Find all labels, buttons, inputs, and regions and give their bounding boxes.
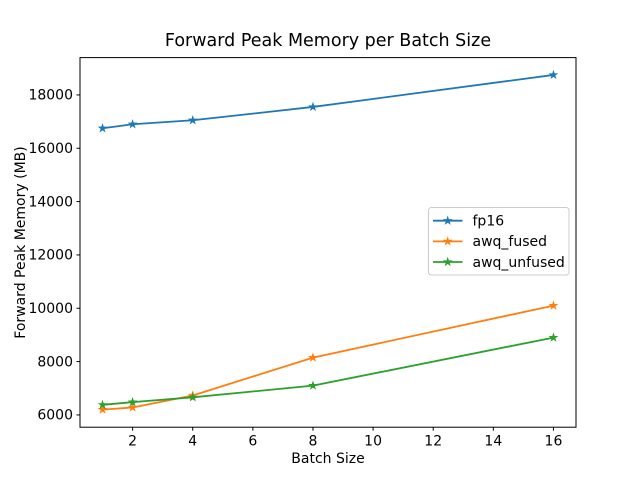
marker-fp16: [97, 123, 108, 133]
x-tick-label: 8: [309, 434, 318, 450]
legend-label-awq_unfused: awq_unfused: [473, 255, 565, 271]
legend-label-awq_fused: awq_fused: [473, 234, 548, 250]
marker-fp16: [127, 119, 138, 129]
y-tick-label: 14000: [28, 194, 73, 210]
legend-box: [428, 207, 570, 276]
legend-marker-awq_unfused: [442, 256, 453, 267]
x-axis-label: Batch Size: [291, 451, 364, 467]
marker-awq_unfused: [127, 396, 138, 407]
legend-marker-awq_fused: [442, 236, 453, 246]
marker-fp16: [308, 101, 318, 112]
y-tick-label: 12000: [28, 248, 73, 264]
marker-awq_unfused: [308, 380, 318, 390]
marker-awq_fused: [308, 352, 318, 362]
x-tick-label: 4: [188, 434, 197, 450]
x-tick-label: 14: [484, 434, 502, 450]
x-tick-label: 6: [248, 434, 257, 450]
y-axis-label: Forward Peak Memory (MB): [13, 146, 29, 338]
chart-title: Forward Peak Memory per Batch Size: [165, 31, 491, 51]
marker-awq_fused: [97, 404, 108, 414]
y-tick-label: 6000: [37, 408, 73, 424]
marker-awq_unfused: [187, 392, 198, 402]
x-tick-label: 16: [545, 434, 563, 450]
y-tick-label: 16000: [28, 141, 73, 157]
marker-awq_fused: [127, 402, 138, 412]
legend-label-fp16: fp16: [473, 214, 505, 230]
x-tick-label: 2: [128, 434, 137, 450]
legend-marker-fp16: [442, 215, 453, 225]
x-tick-label: 10: [364, 434, 382, 450]
y-tick-label: 10000: [28, 301, 73, 317]
y-tick-label: 18000: [28, 88, 73, 104]
marker-fp16: [187, 115, 198, 125]
marker-awq_unfused: [548, 332, 559, 342]
marker-awq_unfused: [97, 399, 108, 410]
y-tick-label: 8000: [37, 354, 73, 370]
x-tick-label: 12: [424, 434, 442, 450]
marker-fp16: [548, 69, 559, 80]
marker-awq_fused: [548, 300, 559, 310]
